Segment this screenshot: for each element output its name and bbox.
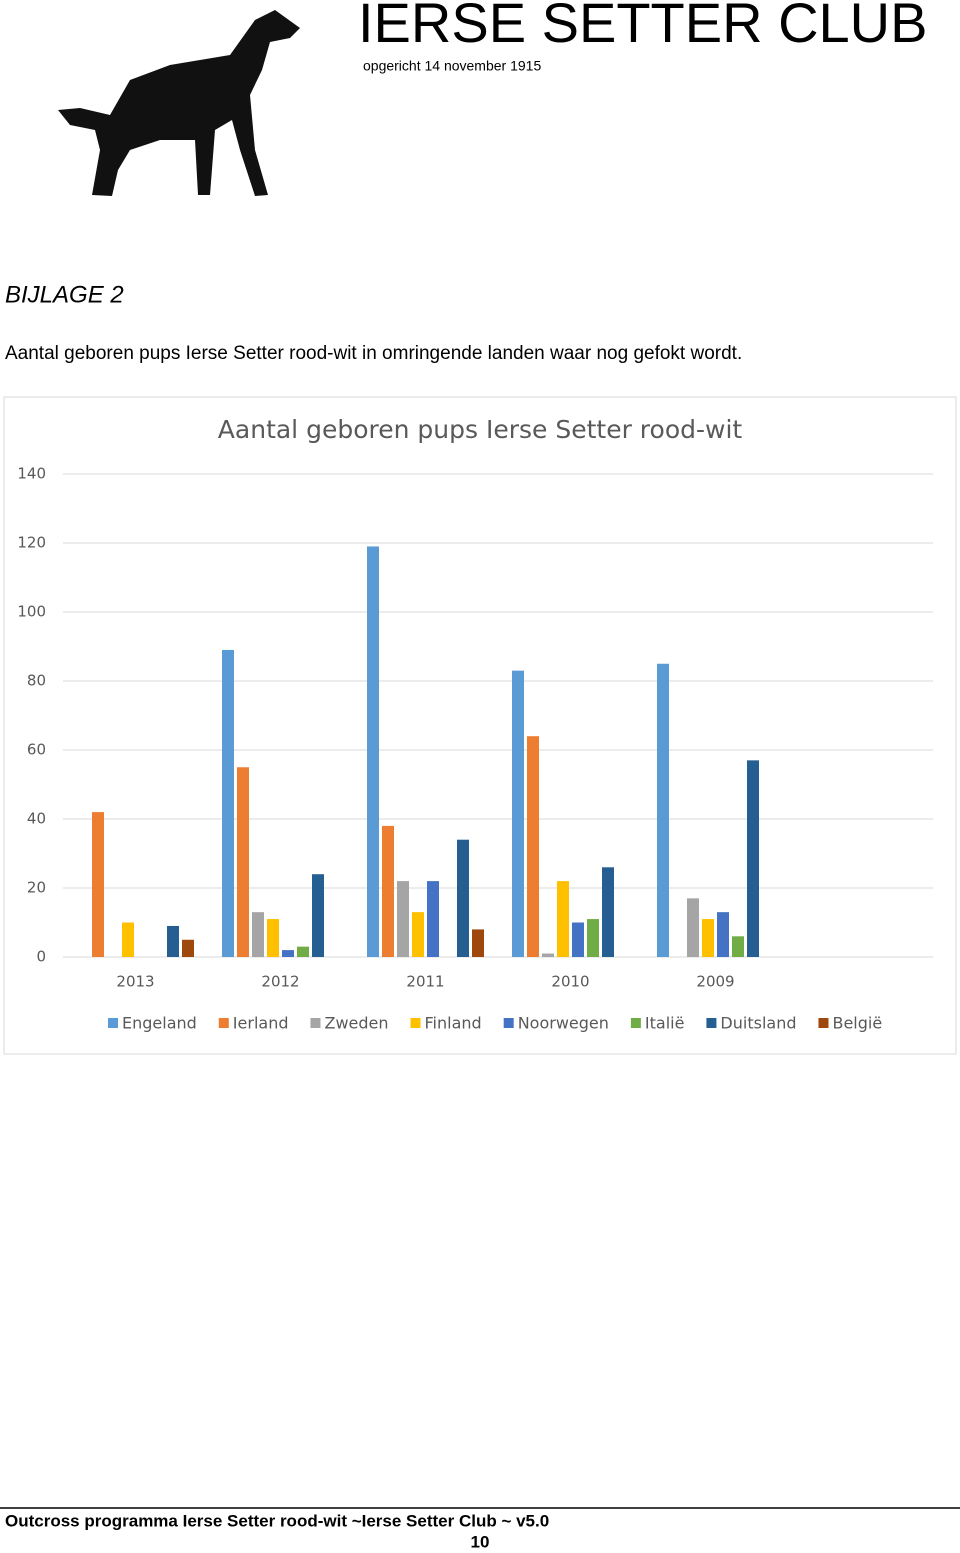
bar [367,546,379,957]
bar [167,925,179,957]
bar [572,922,584,957]
bar [457,839,469,957]
legend-label: Duitsland [720,1014,796,1033]
y-tick-label: 120 [17,534,46,552]
legend-label: Zweden [324,1014,388,1033]
bar [587,919,599,957]
bar [687,898,699,957]
bar [542,953,554,957]
bar [237,767,249,957]
bar [747,760,759,957]
x-tick-label: 2012 [261,973,299,991]
bar [382,825,394,957]
dog-logo [58,10,300,196]
legend-label: België [832,1014,882,1033]
legend-label: Noorwegen [518,1014,609,1033]
bar [527,736,539,957]
club-subtitle: opgericht 14 november 1915 [363,58,541,74]
legend-swatch [108,1018,118,1028]
bar [512,670,524,957]
bar [412,912,424,957]
bar [657,663,669,957]
x-tick-label: 2013 [116,973,154,991]
y-tick-label: 80 [27,672,46,690]
chart: Aantal geboren pups Ierse Setter rood-wi… [17,415,933,1033]
bar [182,939,194,957]
legend-label: Italië [645,1014,685,1033]
x-tick-label: 2011 [406,973,444,991]
legend-swatch [310,1018,321,1028]
bar [472,929,484,957]
y-tick-label: 100 [17,603,46,621]
bar [297,946,309,957]
intro-text: Aantal geboren pups Ierse Setter rood-wi… [5,343,742,364]
section-title: BIJLAGE 2 [5,281,124,308]
bar [222,649,234,957]
bar [267,919,279,957]
bar [282,950,294,957]
bar [427,881,439,957]
page-number: 10 [471,1532,490,1551]
legend-label: Finland [425,1014,482,1033]
legend-swatch [503,1018,514,1028]
x-tick-label: 2010 [551,973,589,991]
chart-title: Aantal geboren pups Ierse Setter rood-wi… [218,415,743,444]
legend-swatch [706,1018,717,1028]
legend-label: Ierland [233,1014,289,1033]
legend-swatch [410,1018,421,1028]
y-tick-label: 0 [36,948,46,966]
bar [602,867,614,957]
bar [397,881,409,957]
y-tick-label: 140 [17,465,46,483]
bar [557,881,569,957]
bar [92,812,104,957]
footer-text: Outcross programma Ierse Setter rood-wit… [5,1511,549,1530]
bar [702,919,714,957]
club-title: IERSE SETTER CLUB [358,0,927,54]
bar [122,922,134,957]
x-tick-label: 2009 [696,973,734,991]
y-tick-label: 20 [27,879,46,897]
bar [312,874,324,957]
y-tick-label: 40 [27,810,46,828]
bar [252,912,264,957]
bar [732,936,744,957]
legend-swatch [818,1018,829,1028]
legend-label: Engeland [122,1014,197,1033]
y-tick-label: 60 [27,741,46,759]
legend-swatch [218,1018,229,1028]
legend-swatch [630,1018,641,1028]
bar [717,912,729,957]
